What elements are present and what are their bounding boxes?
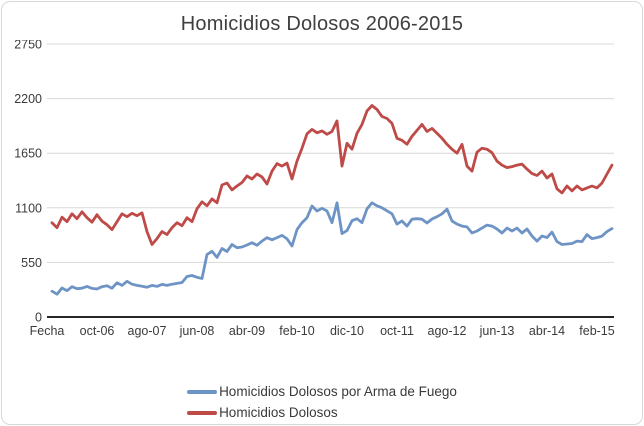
y-axis-labels: 0 550 1100 1650 2200 2750 — [14, 40, 42, 325]
legend-label: Homicidios Dolosos — [219, 405, 338, 420]
chart-plot-area: 0 550 1100 1650 2200 2750 Fecha oct-06 a… — [14, 40, 615, 338]
legend-item-dolosos: Homicidios Dolosos — [187, 402, 457, 423]
x-axis-labels: Fecha oct-06 ago-07 jun-08 abr-09 feb-10… — [30, 324, 615, 338]
y-tick-label: 2200 — [14, 92, 42, 106]
y-tick-label: 550 — [21, 256, 42, 270]
x-tick-label: jun-08 — [179, 324, 215, 338]
x-tick-label: Fecha — [30, 324, 65, 338]
y-tick-label: 0 — [35, 311, 42, 325]
legend-item-arma-de-fuego: Homicidios Dolosos por Arma de Fuego — [187, 381, 457, 402]
x-tick-label: abr-14 — [529, 324, 565, 338]
x-tick-label: feb-10 — [279, 324, 314, 338]
chart-title: Homicidios Dolosos 2006-2015 — [180, 13, 464, 35]
gridlines — [47, 43, 614, 318]
series-line-arma-de-fuego — [50, 201, 614, 296]
y-tick-label: 2750 — [14, 40, 42, 52]
legend-box: Homicidios Dolosos por Arma de Fuego Hom… — [187, 381, 457, 423]
x-tick-label: oct-06 — [80, 324, 115, 338]
x-tick-label: feb-15 — [579, 324, 614, 338]
x-tick-label: ago-07 — [128, 324, 167, 338]
y-tick-label: 1100 — [15, 201, 42, 215]
series-lines — [50, 104, 614, 296]
x-tick-label: abr-09 — [229, 324, 265, 338]
x-tick-label: oct-11 — [380, 324, 414, 338]
series-line-dolosos — [50, 104, 614, 246]
x-tick-label: ago-12 — [428, 324, 467, 338]
y-tick-label: 1650 — [14, 147, 42, 161]
chart-legend: Homicidios Dolosos por Arma de Fuego Hom… — [2, 381, 642, 423]
legend-label: Homicidios Dolosos por Arma de Fuego — [219, 384, 457, 399]
x-tick-label: jun-13 — [479, 324, 515, 338]
x-tick-label: dic-10 — [330, 324, 364, 338]
legend-line-swatch-blue — [187, 389, 218, 394]
legend-line-swatch-red — [187, 410, 218, 415]
